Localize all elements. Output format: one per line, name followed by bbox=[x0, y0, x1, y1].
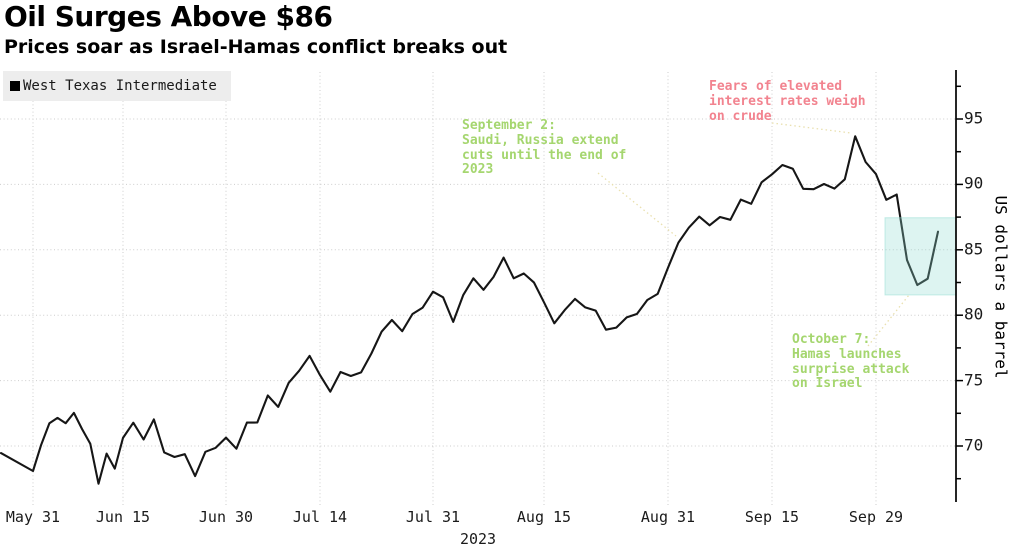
x-tick-label: Jun 15 bbox=[95, 508, 151, 526]
x-tick-label: Aug 31 bbox=[640, 508, 696, 526]
annotation-line: September 2: bbox=[462, 118, 556, 133]
x-tick-label: Sep 29 bbox=[848, 508, 904, 526]
y-tick-label: 95 bbox=[964, 108, 984, 128]
annotation-interest-rates: Fears of elevated interest rates weigh on … bbox=[709, 79, 866, 124]
x-tick-label: Aug 15 bbox=[516, 508, 572, 526]
x-tick-label: Jul 14 bbox=[292, 508, 348, 526]
y-axis-title: US dollars a barrel bbox=[991, 195, 1011, 379]
legend: West Texas Intermediate bbox=[3, 71, 231, 101]
x-tick-label: Jul 31 bbox=[405, 508, 461, 526]
annotation-september-2: September 2: Saudi, Russia extend cuts unt… bbox=[462, 118, 627, 178]
annotation-line: Hamas launches bbox=[792, 346, 902, 362]
annotation-line: October 7: bbox=[792, 332, 871, 347]
x-axis-year-label: 2023 bbox=[459, 530, 497, 548]
annotation-line: cuts until the end of bbox=[462, 147, 627, 163]
y-tick-label: 70 bbox=[964, 435, 984, 455]
chart-subtitle: Prices soar as Israel-Hamas conflict bre… bbox=[4, 36, 508, 58]
x-tick-label: Jun 30 bbox=[198, 508, 254, 526]
y-tick-label: 85 bbox=[964, 239, 984, 259]
annotation-line: on crude bbox=[709, 108, 772, 124]
legend-marker-icon bbox=[10, 81, 20, 91]
annotation-line: Saudi, Russia extend bbox=[462, 132, 619, 148]
y-tick-label: 80 bbox=[964, 304, 984, 324]
chart-title: Oil Surges Above $86 bbox=[4, 0, 333, 33]
annotation-line: on Israel bbox=[792, 376, 863, 392]
legend-series-label: West Texas Intermediate bbox=[23, 78, 217, 94]
y-tick-label: 75 bbox=[964, 370, 984, 390]
annotation-october-7: October 7: Hamas launches surprise attack o… bbox=[792, 332, 910, 392]
annotation-line: surprise attack bbox=[792, 361, 910, 377]
annotation-line: interest rates weigh bbox=[709, 93, 866, 109]
y-tick-label: 90 bbox=[964, 173, 984, 193]
annotation-line: 2023 bbox=[462, 162, 494, 178]
annotation-line: Fears of elevated bbox=[709, 79, 843, 94]
x-tick-label: May 31 bbox=[5, 508, 61, 526]
x-tick-label: Sep 15 bbox=[744, 508, 800, 526]
